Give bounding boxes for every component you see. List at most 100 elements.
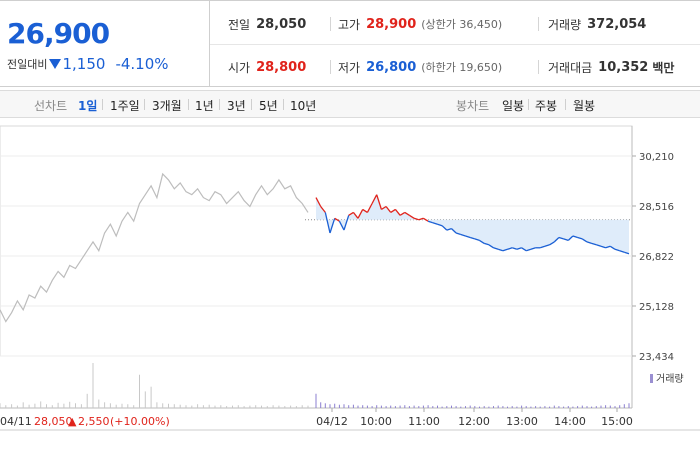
today-series-segment bbox=[549, 241, 555, 246]
y-tick-label: 28,516 bbox=[639, 202, 674, 213]
today-series-segment bbox=[394, 208, 401, 216]
today-series-segment bbox=[558, 236, 564, 240]
today-series-segment bbox=[320, 206, 326, 213]
low-cell: 저가 26,800 (하한가 19,650) bbox=[338, 46, 502, 88]
tab-weekly-candle[interactable]: 주봉 bbox=[535, 99, 558, 113]
today-series-segment bbox=[381, 205, 387, 210]
quote-header: 26,900 전일대비 1,150 -4.10% 전일 28,050 고가 28… bbox=[0, 0, 700, 87]
today-series-segment bbox=[357, 209, 364, 219]
down-arrow-icon bbox=[49, 59, 62, 69]
x-tick-label: 12:00 bbox=[458, 415, 490, 428]
prev-day-close: 28,050 bbox=[34, 415, 73, 428]
y-tick-label: 23,434 bbox=[639, 352, 674, 363]
today-series-segment bbox=[385, 206, 392, 213]
tab-3month[interactable]: 3개월 bbox=[152, 99, 182, 113]
today-series-segment bbox=[591, 242, 597, 246]
today-series-segment bbox=[451, 228, 457, 234]
today-series-segment bbox=[441, 225, 448, 231]
today-series-segment bbox=[488, 244, 494, 249]
prev-day-series-line bbox=[0, 172, 309, 323]
volume-legend-label: 거래량 bbox=[656, 373, 684, 385]
prev-close-cell: 전일 28,050 bbox=[228, 3, 306, 45]
today-series-segment bbox=[418, 217, 424, 221]
volume-legend-swatch bbox=[650, 374, 653, 383]
today-series-segment bbox=[470, 236, 475, 240]
candle-chart-title: 봉차트 bbox=[456, 99, 490, 113]
today-series-segment bbox=[348, 211, 354, 216]
open-value: 28,800 bbox=[256, 59, 307, 75]
trade-value: 10,352 bbox=[598, 59, 649, 75]
tab-10year[interactable]: 10년 bbox=[290, 99, 317, 113]
today-series-segment bbox=[474, 238, 480, 242]
today-series-segment bbox=[446, 227, 452, 231]
upper-limit: (상한가 36,450) bbox=[421, 18, 503, 31]
today-series-segment bbox=[605, 245, 611, 249]
today-series-segment bbox=[624, 251, 630, 255]
high-value: 28,900 bbox=[366, 16, 417, 32]
today-series-segment bbox=[409, 214, 415, 219]
today-series-segment bbox=[553, 237, 560, 243]
chart-grid bbox=[0, 125, 700, 431]
prev-day-label: 04/11 bbox=[0, 415, 32, 428]
today-series-segment bbox=[460, 233, 466, 237]
today-series-segment bbox=[596, 244, 602, 247]
y-tick-label: 26,822 bbox=[639, 252, 674, 263]
today-series-segment bbox=[437, 223, 443, 227]
today-series-segment bbox=[521, 247, 527, 252]
today-series-segment bbox=[498, 248, 504, 252]
today-series-segment bbox=[343, 215, 350, 231]
prev-day-pct: (+10.00%) bbox=[110, 415, 170, 428]
prev-day-change: 2,550 bbox=[78, 415, 110, 428]
x-tick-label: 10:00 bbox=[360, 415, 392, 428]
today-series-segment bbox=[614, 248, 620, 252]
prev-close-value: 28,050 bbox=[256, 16, 307, 32]
today-series-segment bbox=[399, 211, 406, 216]
volume-cell: 거래량 372,054 bbox=[548, 3, 646, 45]
today-series-segment bbox=[600, 245, 606, 249]
tab-1year[interactable]: 1년 bbox=[195, 99, 214, 113]
today-series-segment bbox=[338, 220, 345, 231]
today-series-segment bbox=[329, 218, 336, 234]
x-tick-label: 13:00 bbox=[506, 415, 538, 428]
today-series-segment bbox=[465, 235, 471, 239]
current-price: 26,900 bbox=[7, 17, 110, 50]
chart-period-tabs: 선차트 1일 1주일 3개월 1년 3년 5년 10년 봉차트 일봉 주봉 월봉 bbox=[0, 90, 700, 118]
today-series-segment bbox=[352, 212, 359, 219]
today-series-segment bbox=[577, 236, 583, 240]
x-tick-label: 04/12 bbox=[316, 415, 348, 428]
today-series-segment bbox=[586, 241, 592, 245]
today-series-segment bbox=[609, 245, 616, 250]
volume-label: 거래량 bbox=[548, 17, 582, 32]
lower-limit: (하한가 19,650) bbox=[421, 61, 503, 74]
y-tick-label: 25,128 bbox=[639, 302, 674, 313]
tab-3year[interactable]: 3년 bbox=[227, 99, 246, 113]
today-series-segment bbox=[512, 247, 518, 250]
today-series-segment bbox=[530, 247, 536, 250]
today-series-segment bbox=[390, 208, 396, 213]
prev-day-up-icon: ▲ bbox=[68, 415, 77, 428]
tab-daily-candle[interactable]: 일봉 bbox=[502, 99, 525, 113]
tab-1week[interactable]: 1주일 bbox=[110, 99, 140, 113]
today-series-segment bbox=[423, 217, 429, 222]
today-series-segment bbox=[567, 235, 574, 241]
today-series-segment bbox=[563, 238, 569, 242]
today-series-segment bbox=[516, 247, 522, 250]
tab-1day[interactable]: 1일 bbox=[78, 99, 98, 113]
today-series-segment bbox=[315, 197, 322, 207]
today-series-segment bbox=[366, 203, 373, 213]
today-series-segment bbox=[413, 217, 419, 221]
high-cell: 고가 28,900 (상한가 36,450) bbox=[338, 3, 502, 45]
today-series-segment bbox=[362, 208, 368, 213]
price-chart: 30,210 28,516 26,822 25,128 23,434 04/12 10:0… bbox=[0, 125, 700, 431]
tab-monthly-candle[interactable]: 월봉 bbox=[573, 99, 596, 113]
tab-5year[interactable]: 5년 bbox=[259, 99, 278, 113]
low-value: 26,800 bbox=[366, 59, 417, 75]
today-series-segment bbox=[376, 194, 383, 210]
today-series-segment bbox=[493, 247, 499, 250]
today-series-segment bbox=[404, 211, 410, 216]
y-tick-label: 30,210 bbox=[639, 152, 674, 163]
x-tick-label: 11:00 bbox=[408, 415, 440, 428]
trade-value-unit: 백만 bbox=[652, 60, 675, 75]
trade-value-cell: 거래대금 10,352 백만 bbox=[548, 46, 674, 88]
high-label: 고가 bbox=[338, 17, 361, 32]
